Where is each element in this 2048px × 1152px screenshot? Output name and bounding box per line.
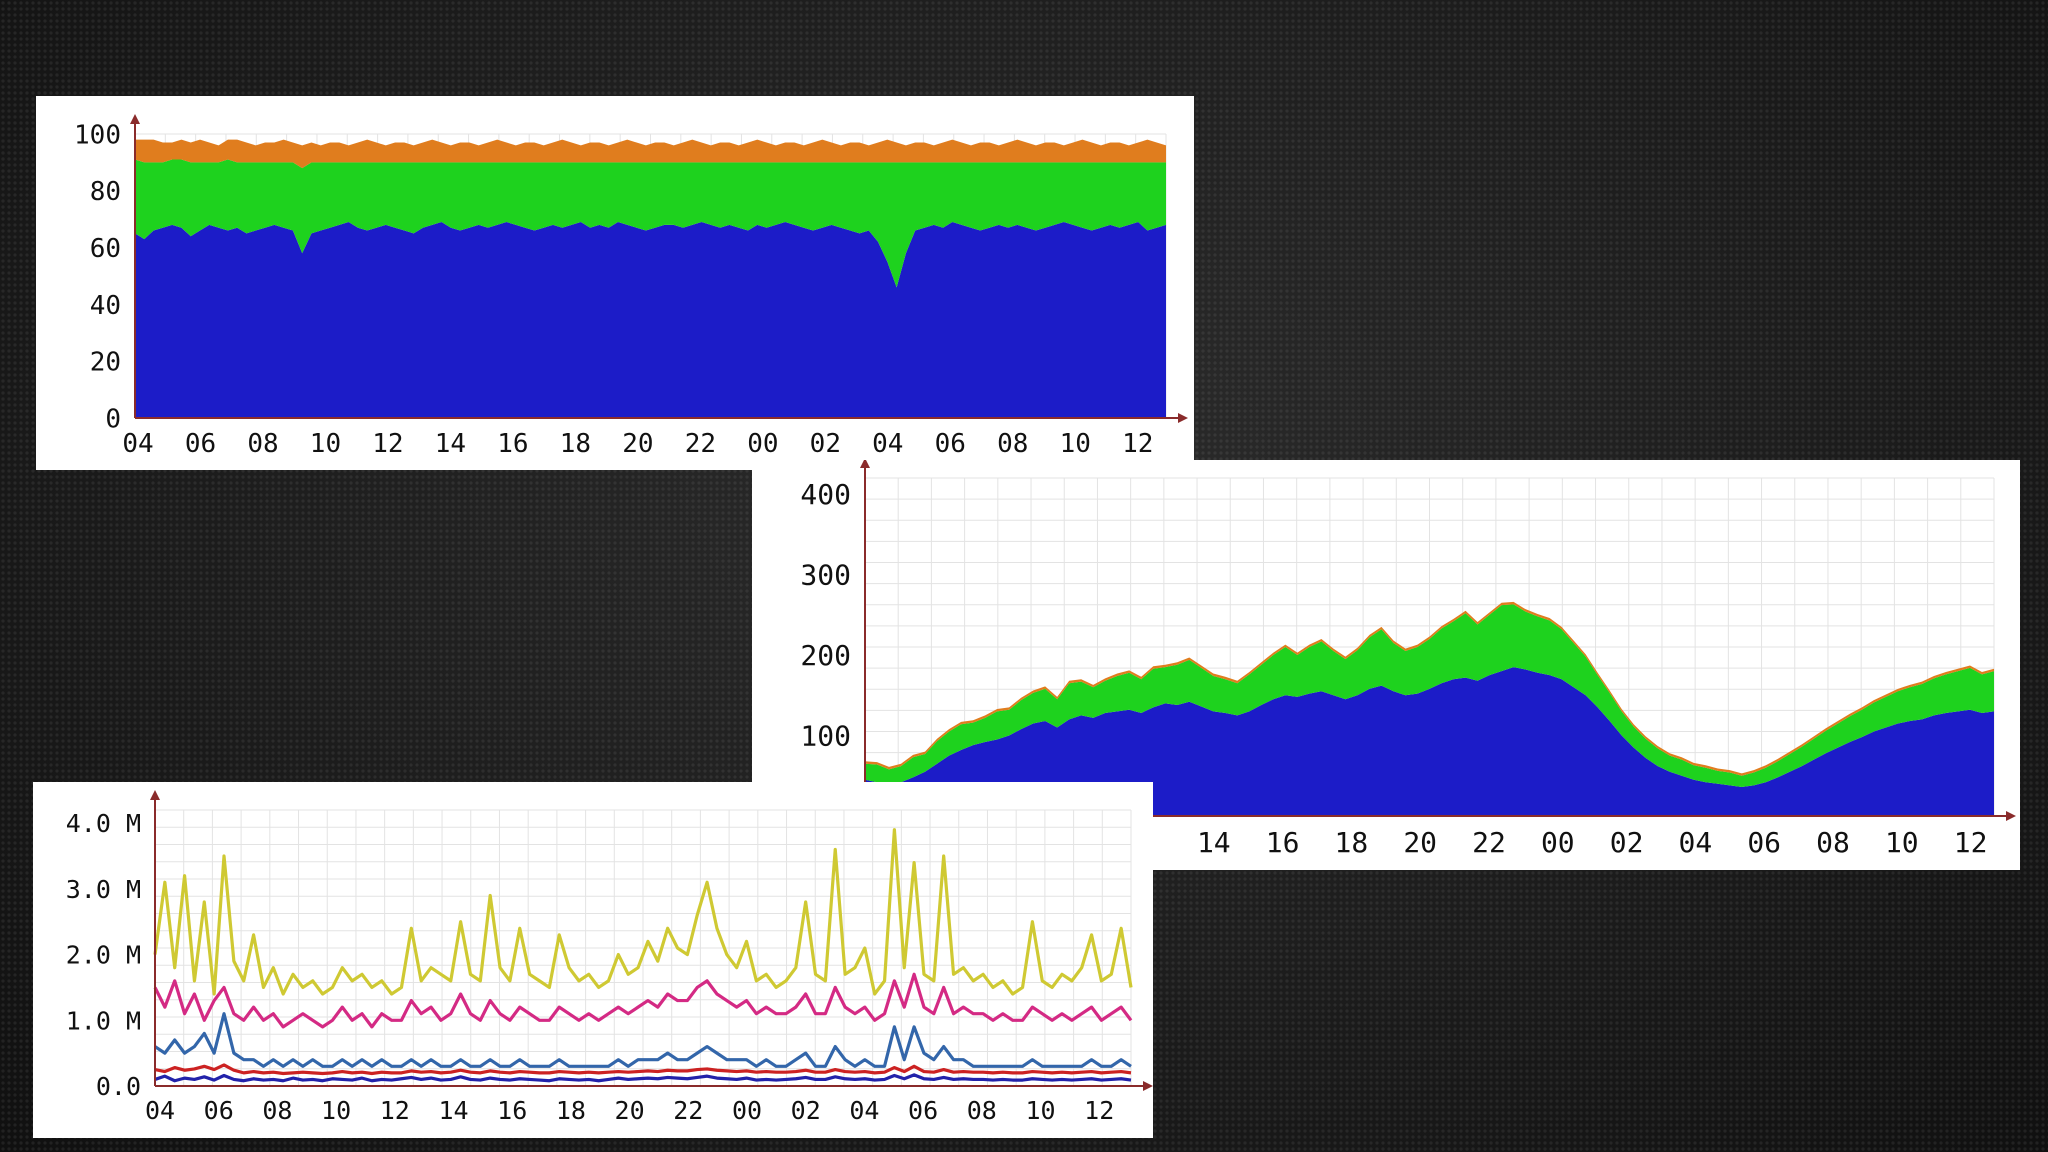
x-tick-label: 04 [872, 429, 903, 459]
load-chart: 1002003004002141618202200020406081012 [800, 460, 2016, 859]
x-tick-label: 04 [145, 1096, 175, 1125]
x-tick-label: 12 [1954, 826, 1988, 859]
x-tick-label: 00 [732, 1096, 762, 1125]
y-tick-label: 400 [800, 478, 851, 511]
x-tick-label: 22 [1472, 826, 1506, 859]
y-tick-label: 3.0 M [66, 875, 141, 904]
y-tick-label: 300 [800, 559, 851, 592]
x-tick-label: 10 [1025, 1096, 1055, 1125]
x-tick-label: 18 [1335, 826, 1369, 859]
x-tick-label: 18 [560, 429, 591, 459]
x-tick-label: 10 [1060, 429, 1091, 459]
x-tick-label: 08 [247, 429, 278, 459]
x-axis-arrow [2006, 811, 2016, 821]
series-area-0 [865, 667, 1994, 816]
x-tick-label: 02 [791, 1096, 821, 1125]
x-tick-label: 18 [556, 1096, 586, 1125]
network-traffic-chart-panel: 0.0 1.0 M 2.0 M 3.0 M 4.0 M 04 06 08 10 12 14 16 18 2… [33, 782, 1153, 1138]
y-tick-label: 80 [90, 177, 121, 207]
x-tick-label: 22 [673, 1096, 703, 1125]
x-tick-label: 08 [262, 1096, 292, 1125]
x-tick-label: 12 [1122, 429, 1153, 459]
x-tick-label: 00 [1541, 826, 1575, 859]
x-tick-label: 12 [372, 429, 403, 459]
y-tick-label: 20 [90, 348, 121, 378]
x-tick-label: 06 [1747, 826, 1781, 859]
x-tick-label: 20 [1403, 826, 1437, 859]
y-tick-label: 1.0 M [66, 1006, 141, 1035]
x-tick-label: 06 [935, 429, 966, 459]
x-tick-label: 16 [497, 429, 528, 459]
x-tick-label: 06 [185, 429, 216, 459]
series-line-0 [153, 828, 1133, 996]
y-tick-label: 40 [90, 291, 121, 321]
x-tick-label: 08 [967, 1096, 997, 1125]
x-tick-label: 08 [1816, 826, 1850, 859]
x-tick-label: 10 [310, 429, 341, 459]
y-tick-label: 0 [105, 404, 121, 434]
x-axis-arrow [1178, 413, 1188, 423]
cpu-usage-chart: 0 20 40 60 80 100 04 06 08 10 12 14 16 18 20 22 00 02 04 06… [74, 114, 1188, 459]
x-tick-label: 02 [1610, 826, 1644, 859]
x-tick-label: 12 [380, 1096, 410, 1125]
y-axis-arrow [130, 114, 140, 124]
series-area-2 [135, 139, 1166, 169]
series-area-2 [865, 601, 1994, 776]
y-tick-label: 60 [90, 234, 121, 264]
x-tick-label: 06 [204, 1096, 234, 1125]
series-area-1 [865, 604, 1994, 788]
x-tick-label: 20 [615, 1096, 645, 1125]
y-tick-label: 2.0 M [66, 941, 141, 970]
series-line-1 [153, 972, 1133, 1029]
series-line-3 [154, 1063, 1132, 1076]
y-axis-arrow [860, 460, 870, 468]
x-tick-label: 16 [1266, 826, 1300, 859]
cpu-usage-chart-panel: 0 20 40 60 80 100 04 06 08 10 12 14 16 18 20 22 00 02 04 06… [36, 96, 1194, 470]
x-tick-label: 22 [685, 429, 716, 459]
series-line-4 [154, 1073, 1132, 1083]
x-tick-label: 04 [122, 429, 153, 459]
x-tick-label: 14 [438, 1096, 468, 1125]
y-axis-arrow [150, 790, 160, 800]
series-area-0 [135, 222, 1166, 418]
x-tick-label: 08 [997, 429, 1028, 459]
series-line-2 [154, 1012, 1132, 1068]
series-area-1 [135, 159, 1166, 288]
y-tick-label: 0.0 [96, 1072, 141, 1101]
y-tick-label: 100 [74, 120, 121, 150]
x-tick-label: 16 [497, 1096, 527, 1125]
grid [154, 809, 1132, 1087]
x-tick-label: 10 [321, 1096, 351, 1125]
load-chart-panel: 1002003004002141618202200020406081012 [752, 460, 2020, 870]
x-tick-label: 00 [747, 429, 778, 459]
x-tick-label: 12 [1084, 1096, 1114, 1125]
x-tick-label: 04 [1679, 826, 1713, 859]
y-tick-label: 4.0 M [66, 809, 141, 838]
x-tick-label: 14 [1197, 826, 1231, 859]
network-traffic-chart: 0.0 1.0 M 2.0 M 3.0 M 4.0 M 04 06 08 10 12 14 16 18 2… [66, 790, 1153, 1125]
y-tick-label: 200 [800, 639, 851, 672]
y-tick-label: 100 [800, 720, 851, 753]
x-tick-label: 10 [1885, 826, 1919, 859]
x-tick-label: 20 [622, 429, 653, 459]
x-tick-label: 02 [810, 429, 841, 459]
x-axis-arrow [1143, 1081, 1153, 1091]
x-tick-label: 04 [849, 1096, 879, 1125]
x-tick-label: 14 [435, 429, 466, 459]
x-tick-label: 06 [908, 1096, 938, 1125]
